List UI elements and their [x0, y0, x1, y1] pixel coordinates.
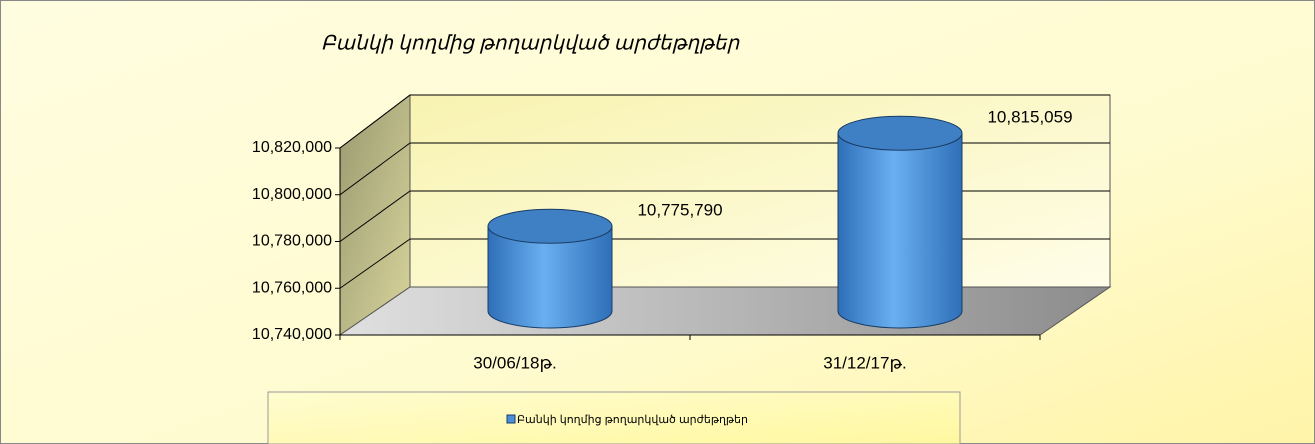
value-label: 10,815,059 [987, 108, 1072, 127]
y-tick-label: 10,760,000 [252, 279, 332, 296]
x-tick-label: 30/06/18թ. [473, 353, 556, 372]
chart-title: Բանկի կողմից թողարկված արժեթղթեր [321, 33, 741, 55]
cylinder-top [837, 115, 963, 151]
cylinder [487, 225, 613, 329]
value-label: 10,775,790 [637, 201, 722, 220]
grid-line [339, 94, 411, 149]
legend-label: Բանկի կողմից թողարկված արժեթղթեր [517, 414, 748, 426]
y-tick-label: 10,780,000 [252, 233, 332, 250]
cylinder [837, 132, 963, 329]
x-tick-label: 31/12/17թ. [823, 353, 906, 372]
floor [338, 286, 1112, 336]
legend-swatch [506, 414, 516, 424]
y-tick-label: 10,820,000 [252, 139, 332, 156]
legend [267, 391, 961, 444]
grid-line [339, 238, 411, 289]
y-tick-label: 10,740,000 [252, 326, 332, 343]
grid-line [339, 142, 411, 196]
y-tick-label: 10,800,000 [252, 186, 332, 203]
cylinder-top [487, 208, 613, 244]
grid-line [339, 190, 411, 242]
